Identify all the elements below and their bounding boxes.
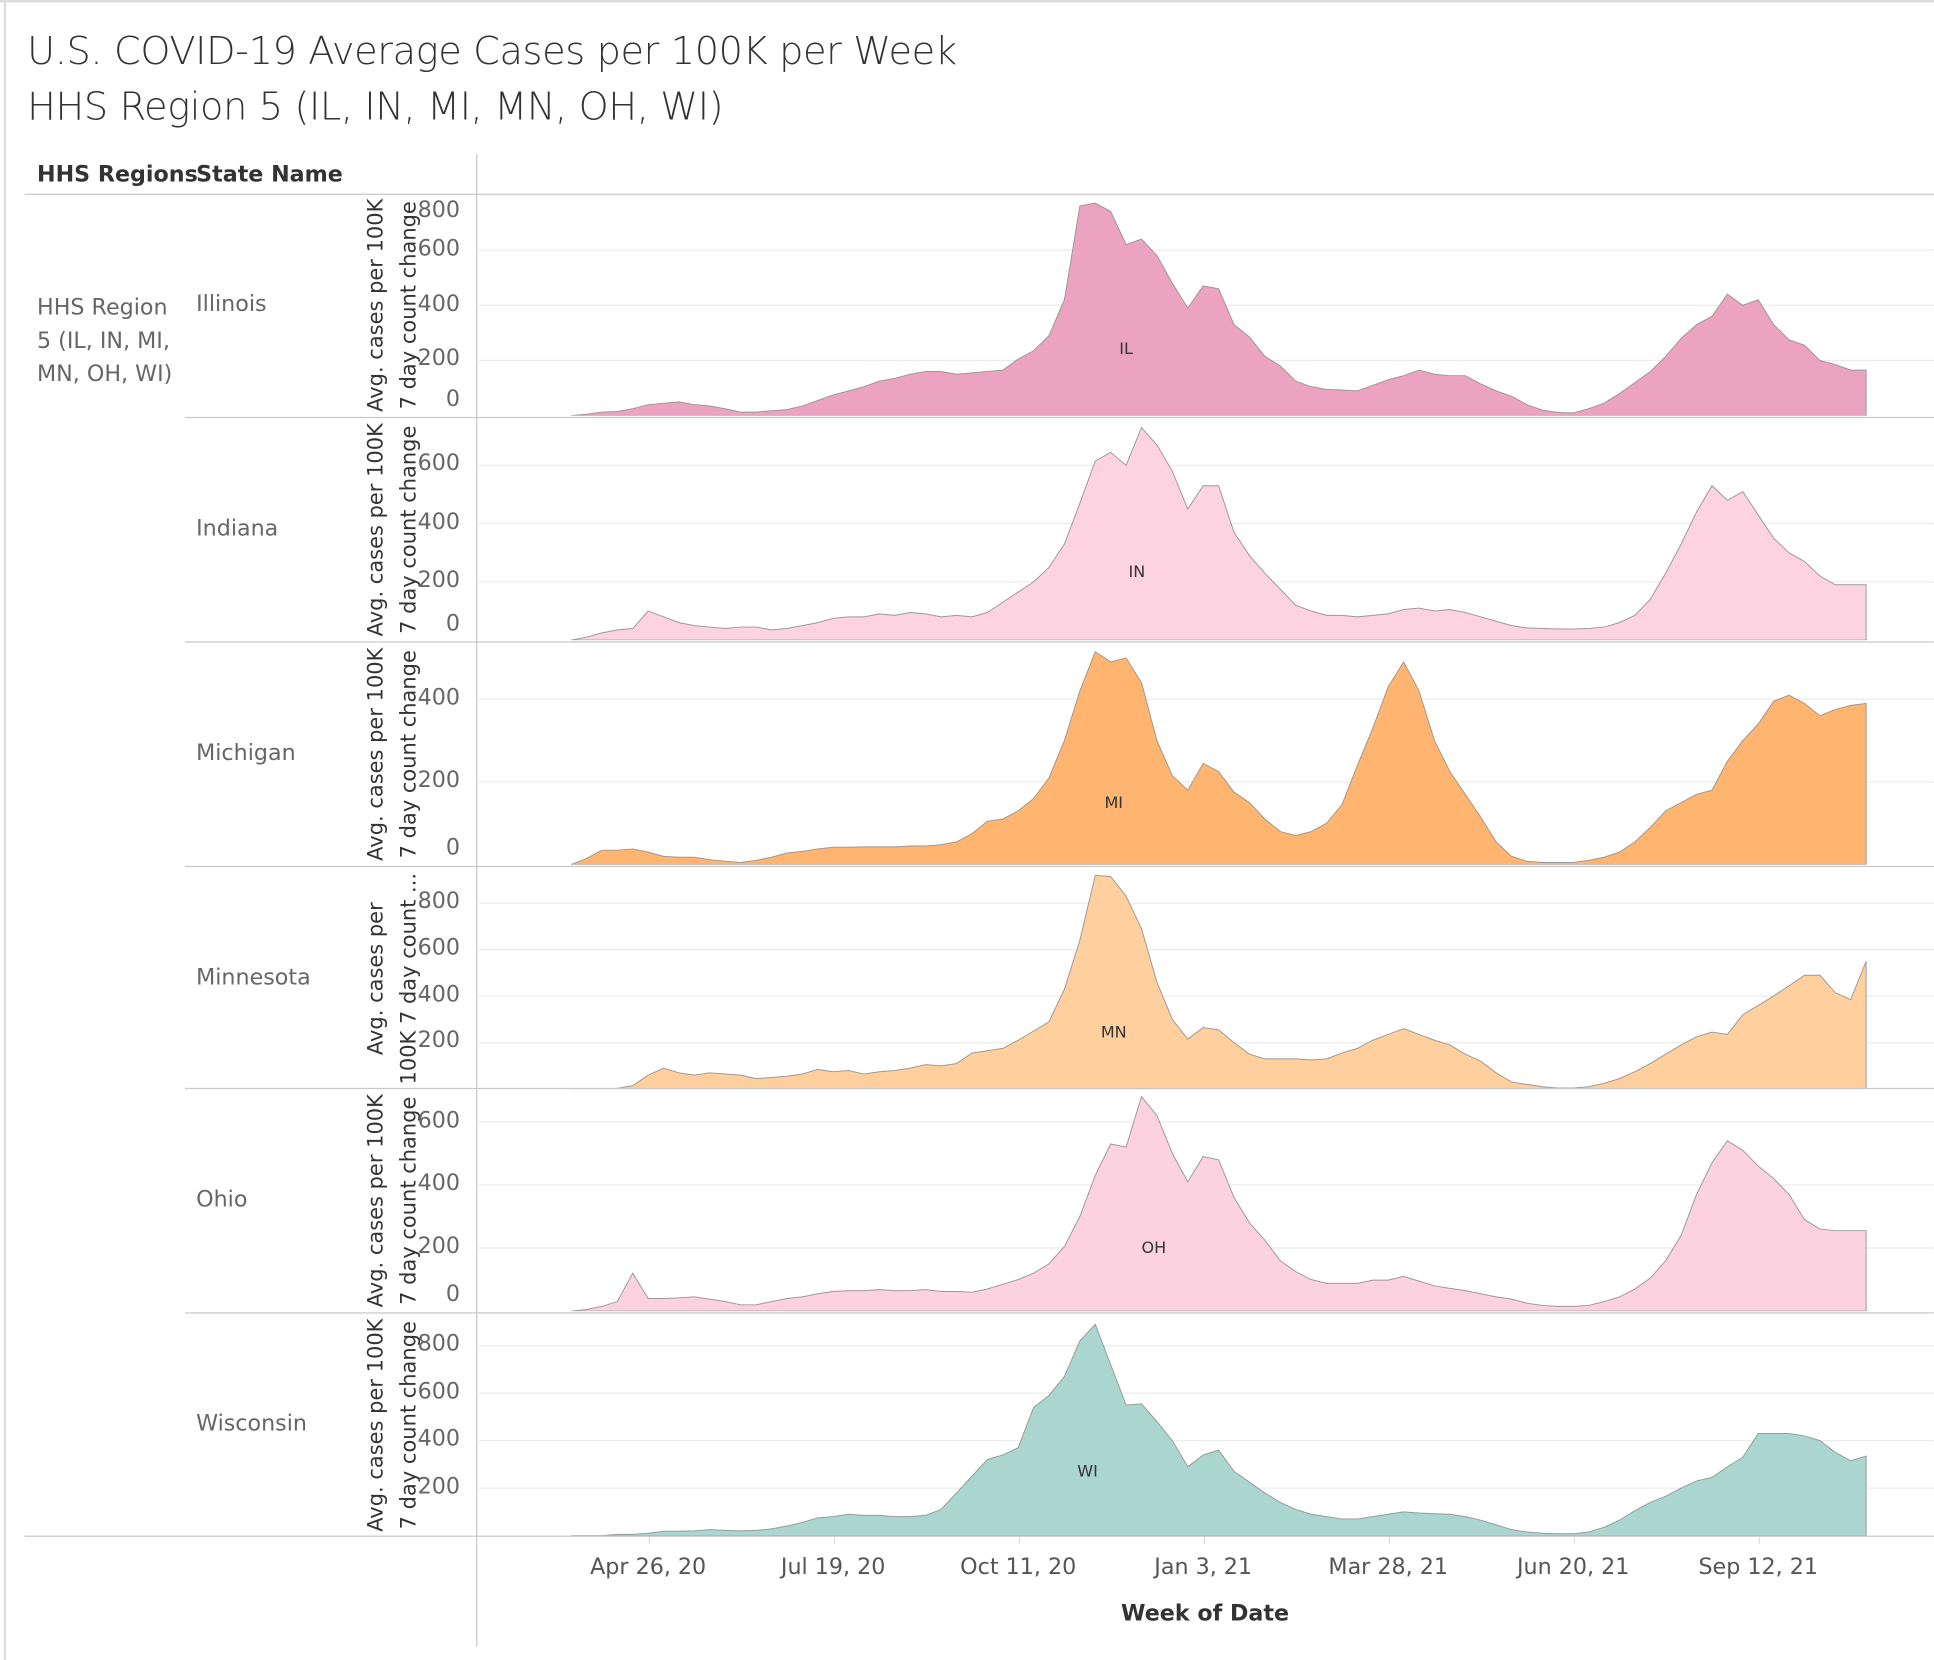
state-name-in[interactable]: Indiana bbox=[196, 515, 279, 542]
column-header-state-name[interactable]: State Name bbox=[196, 161, 343, 188]
x-tick-label: Sep 12, 21 bbox=[1698, 1554, 1818, 1580]
y-tick-label: 200 bbox=[417, 567, 461, 593]
row-divider bbox=[185, 416, 1934, 419]
panel-il: IL bbox=[478, 194, 1934, 417]
area-chart-wi: WI bbox=[478, 1323, 1934, 1537]
y-tick-label: 200 bbox=[417, 1233, 461, 1260]
mark-label-mi: MI bbox=[1104, 793, 1123, 812]
x-tick-mark bbox=[1573, 1536, 1575, 1545]
area-wi[interactable] bbox=[571, 1323, 1867, 1537]
mark-label-mn: MN bbox=[1101, 1022, 1127, 1041]
row-divider bbox=[185, 1312, 1934, 1314]
x-axis-title: Week of Date bbox=[1121, 1600, 1290, 1627]
area-chart-in: IN bbox=[478, 426, 1934, 641]
y-tick-label: 0 bbox=[445, 386, 461, 412]
row-divider bbox=[185, 641, 1934, 643]
y-tick-label: 200 bbox=[417, 767, 461, 794]
x-tick-mark bbox=[1203, 1536, 1205, 1545]
area-mi[interactable] bbox=[570, 650, 1867, 866]
x-tick-mark bbox=[1758, 1536, 1760, 1545]
region-label: HHS Region 5 (IL, IN, MI, MN, OH, WI) bbox=[37, 294, 173, 388]
state-name-mn[interactable]: Minnesota bbox=[196, 964, 311, 991]
area-il[interactable] bbox=[571, 202, 1867, 417]
x-tick-label: Jul 19, 20 bbox=[780, 1554, 886, 1580]
frame-border-top bbox=[0, 0, 1934, 3]
y-tick-label: 800 bbox=[417, 1330, 461, 1357]
y-axis-title-line1: Avg. cases per bbox=[363, 902, 389, 1056]
state-name-wi[interactable]: Wisconsin bbox=[196, 1411, 307, 1437]
panel-mi: MI bbox=[478, 644, 1934, 866]
row-divider bbox=[185, 865, 1934, 868]
area-chart-il: IL bbox=[478, 194, 1934, 417]
y-tick-label: 600 bbox=[417, 235, 461, 262]
mark-label-wi: WI bbox=[1077, 1461, 1098, 1480]
y-tick-label: 400 bbox=[417, 290, 461, 317]
y-tick-label: 600 bbox=[417, 1107, 461, 1133]
y-tick-label: 600 bbox=[417, 450, 461, 477]
y-tick-label: 600 bbox=[417, 1378, 461, 1405]
y-tick-label: 400 bbox=[417, 684, 461, 711]
y-tick-label: 0 bbox=[445, 610, 461, 637]
y-tick-label: 200 bbox=[417, 1473, 461, 1500]
panel-mn: MN bbox=[478, 868, 1934, 1090]
x-tick-label: Oct 11, 20 bbox=[960, 1554, 1077, 1580]
y-tick-label: 800 bbox=[417, 197, 461, 224]
area-chart-mn: MN bbox=[478, 874, 1934, 1090]
x-tick-mark bbox=[833, 1536, 835, 1545]
y-tick-label: 800 bbox=[417, 888, 461, 915]
x-tick-mark bbox=[648, 1536, 650, 1545]
x-tick-label: Jun 20, 21 bbox=[1517, 1554, 1630, 1580]
state-name-mi[interactable]: Michigan bbox=[196, 740, 296, 766]
area-in[interactable] bbox=[570, 426, 1867, 641]
y-tick-label: 400 bbox=[417, 1170, 461, 1197]
row-divider bbox=[185, 1087, 1934, 1090]
mark-label-in: IN bbox=[1129, 562, 1146, 581]
y-tick-label: 0 bbox=[445, 1281, 461, 1308]
y-axis-title-line2: 7 day count change bbox=[397, 650, 422, 859]
y-tick-label: 0 bbox=[445, 835, 461, 861]
x-tick-mark bbox=[1388, 1536, 1390, 1545]
state-name-il[interactable]: Illinois bbox=[196, 291, 267, 317]
y-axis-title-line1: Avg. cases per 100K bbox=[363, 1318, 389, 1532]
state-name-oh[interactable]: Ohio bbox=[196, 1186, 248, 1213]
panel-wi: WI bbox=[478, 1315, 1934, 1537]
axis-divider bbox=[476, 154, 478, 1647]
area-chart-mi: MI bbox=[478, 650, 1934, 866]
y-tick-label: 400 bbox=[417, 508, 461, 535]
mark-label-oh: OH bbox=[1142, 1238, 1167, 1257]
panel-oh: OH bbox=[478, 1090, 1934, 1312]
y-axis-title-line1: Avg. cases per 100K bbox=[363, 647, 389, 861]
y-tick-label: 600 bbox=[417, 934, 461, 961]
column-header-hhs-regions[interactable]: HHS Regions bbox=[37, 161, 198, 188]
y-axis-title-line1: Avg. cases per 100K bbox=[363, 1094, 389, 1308]
chart-title: U.S. COVID-19 Average Cases per 100K per… bbox=[27, 29, 957, 75]
area-oh[interactable] bbox=[571, 1095, 1867, 1312]
y-tick-label: 400 bbox=[417, 1425, 461, 1452]
y-axis-title-line1: Avg. cases per 100K bbox=[363, 423, 389, 637]
x-axis-line bbox=[24, 1535, 1934, 1537]
frame-border-left bbox=[3, 0, 7, 1660]
area-mn[interactable] bbox=[571, 874, 1867, 1090]
x-tick-label: Apr 26, 20 bbox=[590, 1554, 707, 1580]
y-tick-label: 200 bbox=[417, 345, 461, 372]
x-tick-label: Mar 28, 21 bbox=[1328, 1554, 1448, 1580]
x-tick-mark bbox=[1018, 1536, 1020, 1545]
mark-label-il: IL bbox=[1119, 339, 1133, 358]
chart-subtitle: HHS Region 5 (IL, IN, MI, MN, OH, WI) bbox=[27, 85, 724, 130]
y-tick-label: 400 bbox=[417, 981, 461, 1008]
y-axis-title-line1: Avg. cases per 100K bbox=[363, 198, 389, 412]
y-tick-label: 200 bbox=[417, 1027, 461, 1054]
area-chart-oh: OH bbox=[478, 1095, 1934, 1312]
x-tick-label: Jan 3, 21 bbox=[1154, 1554, 1253, 1580]
panel-in: IN bbox=[478, 419, 1934, 641]
